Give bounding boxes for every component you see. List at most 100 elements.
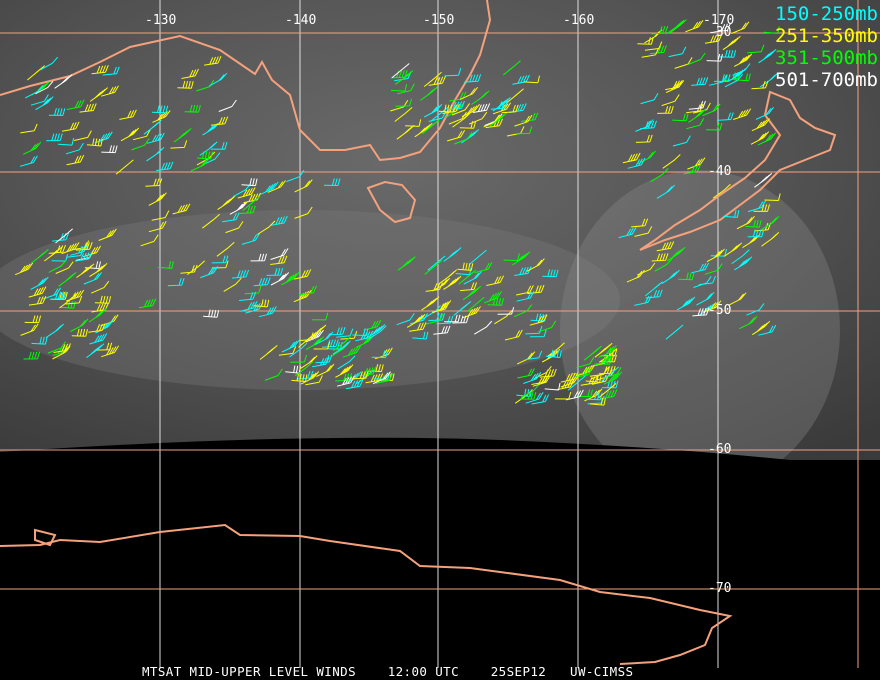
wind-barb (761, 232, 780, 247)
wind-barb (196, 151, 213, 160)
wind-barb (686, 118, 705, 130)
wind-barb (751, 80, 769, 90)
wind-barb (461, 103, 480, 117)
wind-barb (200, 266, 219, 279)
wind-barb (58, 293, 78, 309)
wind-barb (278, 346, 297, 356)
wind-barb (58, 272, 77, 287)
wind-barb (148, 192, 167, 206)
wind-barb (576, 356, 595, 369)
wind-barb (519, 391, 537, 400)
wind-barb (242, 195, 261, 211)
wind-barb (241, 233, 260, 245)
wind-barb (15, 262, 34, 276)
wind-barb (73, 130, 92, 141)
wind-barb (359, 366, 377, 377)
wind-barb (157, 261, 174, 269)
wind-barb (574, 367, 593, 378)
wind-barb (71, 328, 88, 337)
wind-barb (635, 134, 653, 143)
wind-barb (546, 349, 562, 358)
wind-barb (336, 328, 354, 338)
wind-barb (285, 365, 301, 374)
wind-barb (83, 272, 103, 285)
wind-barb (138, 298, 157, 309)
wind-barb (211, 255, 229, 264)
wind-barb (102, 66, 120, 76)
wind-barb (524, 350, 543, 361)
wind-barb (177, 80, 194, 89)
wind-barb (84, 261, 101, 269)
wind-barb (428, 76, 446, 86)
wind-barb (143, 119, 162, 135)
cloud-band (0, 210, 620, 390)
wind-barb (471, 90, 490, 105)
wind-barb (190, 158, 210, 172)
wind-barb (91, 65, 109, 75)
wind-barb (733, 53, 753, 67)
coastline-island (34, 528, 57, 547)
wind-barb (289, 342, 308, 358)
legend-501-700mb: 501-700mb (775, 69, 878, 91)
wind-barb (458, 269, 477, 285)
wind-barb (89, 333, 108, 345)
wind-barb (132, 129, 151, 141)
wind-barb (761, 215, 780, 230)
wind-barb (24, 85, 44, 99)
wind-barb (315, 331, 334, 346)
wind-barb (281, 271, 300, 286)
wind-barb (131, 138, 150, 151)
wind-barb (409, 322, 427, 332)
wind-barb (747, 200, 767, 213)
wind-barb (28, 286, 47, 298)
wind-barb (91, 302, 109, 313)
wind-barb (603, 371, 622, 385)
wind-barb (95, 320, 114, 334)
wind-barb (65, 295, 83, 305)
wind-barb (542, 269, 559, 278)
wind-barb (497, 306, 515, 315)
wind-barb (672, 135, 691, 147)
wind-barb (70, 244, 89, 256)
wind-barb (88, 323, 106, 333)
wind-barb (267, 180, 286, 193)
wind-barb (599, 389, 618, 400)
wind-barb (46, 133, 63, 142)
wind-barb (486, 275, 505, 286)
product-title: MTSAT MID-UPPER LEVEL WINDS (142, 664, 356, 679)
wind-barb (94, 131, 113, 144)
wind-barb (693, 276, 712, 288)
wind-barb (394, 107, 413, 122)
wind-barb (755, 106, 774, 120)
wind-barb (345, 379, 364, 390)
wind-barb (691, 77, 709, 86)
wind-barb (170, 140, 188, 149)
wind-barb (685, 20, 704, 33)
wind-barb (47, 341, 66, 354)
wind-barb (516, 290, 535, 302)
wind-barb (48, 108, 66, 116)
wind-barb (421, 296, 440, 311)
wind-barb (54, 74, 73, 89)
wind-barb (201, 213, 221, 229)
wind-barb (28, 296, 47, 306)
wind-barb (422, 305, 441, 320)
wind-barb (120, 127, 140, 142)
time-label: 12:00 UTC (387, 664, 460, 679)
wind-barb (335, 364, 354, 378)
wind-barb (89, 262, 108, 278)
wind-barb (492, 96, 511, 112)
wind-barb (706, 248, 725, 263)
wind-barb (716, 112, 734, 121)
wind-barb (210, 116, 229, 126)
wind-barb (734, 256, 753, 271)
wind-barb (395, 98, 413, 107)
wind-barb (257, 220, 276, 235)
wind-barb (372, 371, 391, 385)
wind-barb (218, 99, 237, 112)
wind-barb (351, 371, 369, 380)
wind-barb (560, 375, 579, 388)
wind-barb (688, 108, 707, 123)
wind-barb (270, 248, 289, 260)
wind-barb (752, 320, 771, 336)
